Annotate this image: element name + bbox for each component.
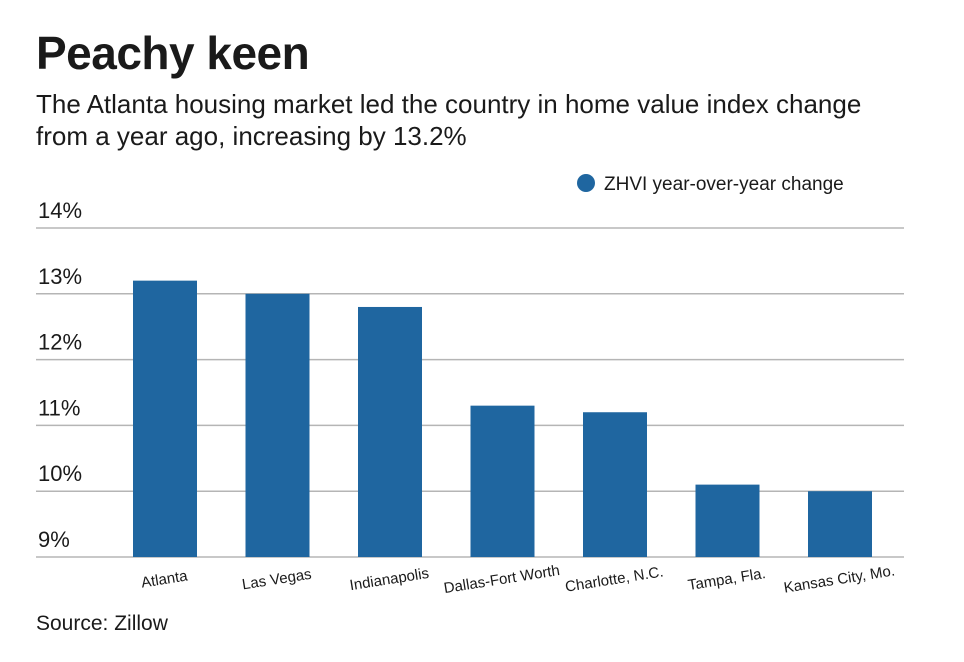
x-category-label: Indianapolis bbox=[348, 565, 430, 594]
legend-label: ZHVI year-over-year change bbox=[604, 174, 844, 195]
x-category-label: Tampa, Fla. bbox=[687, 565, 767, 594]
y-tick-label: 14% bbox=[38, 198, 82, 223]
x-category-label: Kansas City, Mo. bbox=[783, 562, 897, 596]
bar bbox=[358, 306, 422, 557]
x-category-label: Atlanta bbox=[140, 567, 189, 591]
x-category-label: Charlotte, N.C. bbox=[564, 563, 665, 595]
bar bbox=[470, 405, 535, 557]
y-tick-label: 9% bbox=[38, 527, 70, 552]
chart-subtitle: The Atlanta housing market led the count… bbox=[36, 89, 862, 151]
bar bbox=[583, 412, 647, 557]
x-category-label: Dallas-Fort Worth bbox=[443, 562, 561, 597]
bar bbox=[695, 484, 760, 557]
legend-marker bbox=[577, 174, 595, 192]
legend: ZHVI year-over-year change bbox=[577, 174, 844, 195]
chart-title: Peachy keen bbox=[36, 27, 310, 79]
y-axis-ticks: 9% 10% 11% 12% 13% 14% bbox=[38, 198, 82, 552]
y-tick-label: 10% bbox=[38, 461, 82, 486]
x-category-label: Las Vegas bbox=[241, 566, 313, 594]
bar bbox=[245, 293, 310, 557]
bar bbox=[133, 280, 197, 557]
y-tick-label: 12% bbox=[38, 330, 82, 355]
bar bbox=[808, 491, 872, 557]
x-axis-labels: Atlanta Las Vegas Indianapolis Dallas-Fort … bbox=[140, 562, 896, 597]
y-tick-label: 13% bbox=[38, 264, 82, 289]
source-note: Source: Zillow bbox=[36, 612, 168, 635]
y-tick-label: 11% bbox=[38, 395, 80, 420]
bars bbox=[133, 280, 872, 557]
